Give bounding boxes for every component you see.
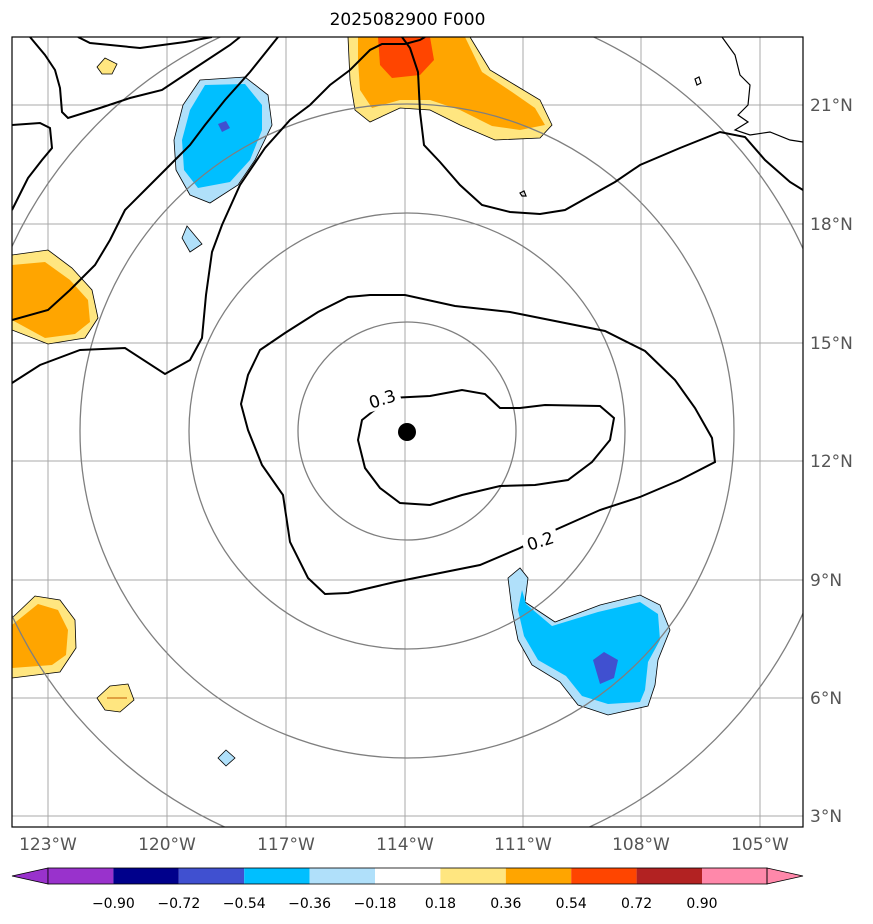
lon-tick-label: 108°W bbox=[612, 835, 670, 855]
lat-tick-label: 6°N bbox=[810, 689, 842, 709]
colorbar-segment bbox=[505, 868, 572, 884]
shade-deepskyblue-upperleft bbox=[182, 84, 262, 188]
colorbar-segment bbox=[309, 868, 375, 884]
contour-left-lower bbox=[12, 37, 426, 384]
colorbar-extend-low bbox=[11, 867, 49, 885]
map-frame bbox=[11, 36, 804, 828]
colorbar-tick-label: −0.72 bbox=[157, 896, 200, 912]
map-title: 2025082900 F000 bbox=[329, 10, 486, 30]
shade-orangered-top bbox=[378, 37, 434, 78]
coastline-island-2 bbox=[519, 190, 527, 197]
range-rings bbox=[12, 37, 803, 827]
lon-tick-label: 114°W bbox=[376, 835, 434, 855]
contour-mid-left bbox=[12, 37, 279, 321]
lon-tick-label: 120°W bbox=[138, 835, 196, 855]
lon-tick-label: 117°W bbox=[257, 835, 315, 855]
contour-02 bbox=[239, 294, 717, 596]
colorbar-extend-high bbox=[766, 867, 804, 885]
shade-orange-left bbox=[12, 262, 90, 338]
colorbar-segment bbox=[244, 868, 310, 884]
lat-tick-label: 12°N bbox=[810, 452, 853, 472]
shade-orange-lowerleft bbox=[12, 604, 68, 668]
shade-small-blue-2 bbox=[217, 749, 236, 767]
gridlines bbox=[12, 37, 803, 827]
colorbar-segment bbox=[571, 868, 637, 884]
contour-right bbox=[401, 37, 803, 216]
shade-royalblue-upperleft bbox=[218, 121, 230, 132]
colorbar-tick-label: 0.18 bbox=[425, 896, 456, 912]
colorbar-segment bbox=[48, 868, 114, 884]
lat-tick-label: 3°N bbox=[810, 807, 842, 827]
shade-small-blue-1 bbox=[181, 225, 203, 253]
lon-tick-label: 111°W bbox=[494, 835, 552, 855]
shading-positive bbox=[12, 37, 553, 713]
colorbar-segment bbox=[440, 868, 506, 884]
contour-labels: 0.3 0.2 bbox=[361, 382, 561, 556]
colorbar-tick-label: −0.54 bbox=[223, 896, 266, 912]
lon-tick-label: 105°W bbox=[731, 835, 789, 855]
range-ring-2 bbox=[188, 212, 626, 650]
contour-03 bbox=[356, 388, 616, 507]
colorbar-tick-label: −0.36 bbox=[288, 896, 331, 912]
contour-upper-2 bbox=[29, 37, 241, 120]
lat-tick-label: 18°N bbox=[810, 215, 853, 235]
colorbar-tick-label: 0.54 bbox=[556, 896, 587, 912]
lat-tick-label: 21°N bbox=[810, 96, 853, 116]
lon-tick-label: 123°W bbox=[19, 835, 77, 855]
coastline bbox=[519, 37, 803, 197]
coastline-mexico bbox=[721, 37, 803, 143]
colorbar-frame bbox=[47, 867, 768, 885]
colorbar-tick-label: −0.90 bbox=[92, 896, 135, 912]
storm-center-marker bbox=[398, 423, 416, 441]
lat-tick-label: 9°N bbox=[810, 571, 842, 591]
colorbar-segment bbox=[113, 868, 179, 884]
shade-small-yellow-1 bbox=[96, 57, 118, 75]
colorbar-tick-label: −0.18 bbox=[354, 896, 397, 912]
coastline-island-1 bbox=[694, 76, 702, 86]
colorbar-tick-label: 0.90 bbox=[686, 896, 717, 912]
contour-upper-3 bbox=[12, 121, 54, 211]
shade-royalblue-lowerright bbox=[593, 652, 618, 684]
colorbar-segment bbox=[375, 868, 441, 884]
colorbar-segment bbox=[636, 868, 702, 884]
map-content: 0.3 0.2 bbox=[12, 37, 803, 827]
colorbar-tick-label: 0.72 bbox=[621, 896, 652, 912]
colorbar-segment bbox=[702, 868, 767, 884]
lat-axis: 3°N 6°N 9°N 12°N 15°N 18°N 21°N bbox=[810, 96, 853, 827]
lat-tick-label: 15°N bbox=[810, 334, 853, 354]
colorbar-segment bbox=[178, 868, 245, 884]
lon-axis: 123°W 120°W 117°W 114°W 111°W 108°W 105°… bbox=[19, 835, 789, 855]
range-ring-3 bbox=[79, 103, 735, 759]
contour-upper-1 bbox=[77, 37, 213, 50]
colorbar: −0.90 −0.72 −0.54 −0.36 −0.18 0.18 0.36 … bbox=[11, 867, 804, 912]
range-ring-1 bbox=[297, 321, 517, 541]
colorbar-tick-label: 0.36 bbox=[490, 896, 521, 912]
contour-lines bbox=[12, 37, 803, 596]
